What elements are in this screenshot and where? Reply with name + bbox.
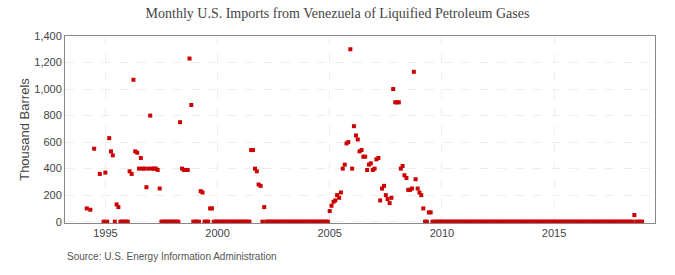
svg-text:1995: 1995 <box>93 227 117 239</box>
svg-text:1,200: 1,200 <box>34 56 62 68</box>
svg-text:600: 600 <box>43 136 61 148</box>
svg-text:2010: 2010 <box>430 227 454 239</box>
svg-text:Thousand Barrels: Thousand Barrels <box>17 78 32 181</box>
svg-text:1,000: 1,000 <box>34 83 62 95</box>
svg-text:2000: 2000 <box>205 227 229 239</box>
svg-text:0: 0 <box>56 216 62 228</box>
svg-text:Source: U.S. Energy Informatio: Source: U.S. Energy Information Administ… <box>67 251 277 262</box>
svg-text:800: 800 <box>43 109 61 121</box>
svg-text:400: 400 <box>43 162 61 174</box>
svg-text:200: 200 <box>43 189 61 201</box>
svg-text:2005: 2005 <box>317 227 341 239</box>
svg-text:Monthly U.S. Imports from Vene: Monthly U.S. Imports from Venezuela of L… <box>146 6 530 21</box>
svg-text:1,400: 1,400 <box>34 30 62 42</box>
svg-text:2015: 2015 <box>542 227 566 239</box>
